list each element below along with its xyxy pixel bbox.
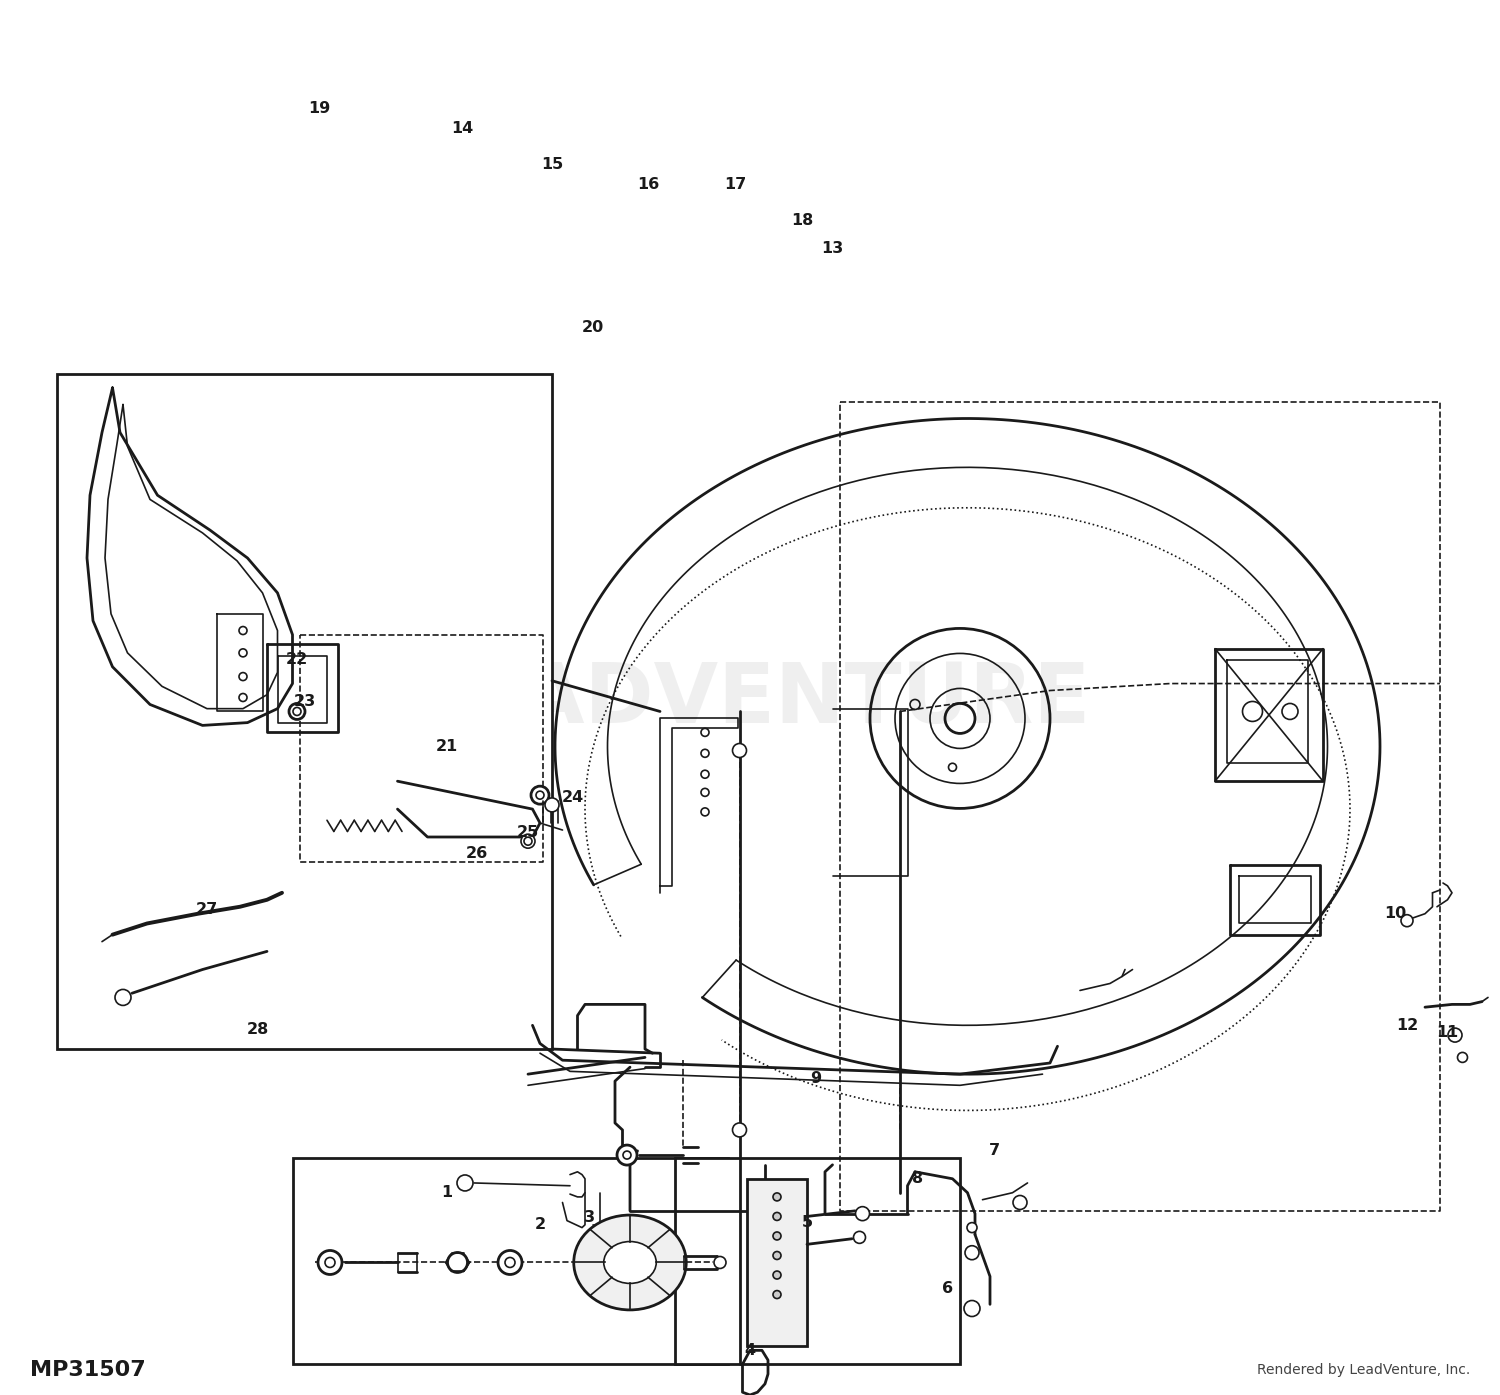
Text: 27: 27 — [196, 903, 217, 917]
Circle shape — [1448, 1028, 1462, 1042]
Circle shape — [732, 744, 747, 757]
Circle shape — [772, 1232, 782, 1240]
Text: 19: 19 — [309, 102, 330, 116]
Circle shape — [772, 1251, 782, 1260]
Text: 17: 17 — [724, 177, 746, 191]
Circle shape — [772, 1193, 782, 1201]
Circle shape — [447, 1253, 468, 1272]
Text: 15: 15 — [542, 158, 562, 172]
Text: 4: 4 — [744, 1343, 756, 1357]
Text: MP31507: MP31507 — [30, 1360, 146, 1380]
Text: Rendered by LeadVenture, Inc.: Rendered by LeadVenture, Inc. — [1257, 1363, 1470, 1377]
Circle shape — [458, 1175, 472, 1191]
Circle shape — [116, 989, 130, 1006]
Text: 6: 6 — [942, 1282, 954, 1296]
Circle shape — [1458, 1052, 1467, 1063]
Text: 2: 2 — [534, 1218, 546, 1232]
Text: 18: 18 — [792, 213, 813, 227]
Circle shape — [714, 1257, 726, 1268]
Text: 10: 10 — [1384, 907, 1406, 921]
Circle shape — [290, 703, 304, 720]
Text: 13: 13 — [822, 241, 843, 255]
Bar — [747, 1179, 807, 1346]
Ellipse shape — [603, 1242, 657, 1283]
Bar — [292, 1158, 728, 1364]
Text: 22: 22 — [286, 653, 308, 667]
Circle shape — [855, 1207, 870, 1221]
Bar — [57, 374, 552, 1049]
Circle shape — [772, 1271, 782, 1279]
Circle shape — [964, 1246, 980, 1260]
Text: 8: 8 — [912, 1172, 924, 1186]
Text: 14: 14 — [452, 121, 472, 135]
Text: 20: 20 — [582, 321, 603, 335]
Text: 21: 21 — [436, 739, 457, 753]
Circle shape — [520, 834, 536, 848]
Text: 11: 11 — [1437, 1025, 1458, 1039]
Circle shape — [964, 1300, 980, 1317]
Circle shape — [616, 1145, 638, 1165]
Circle shape — [544, 798, 560, 812]
Circle shape — [531, 787, 549, 804]
Circle shape — [772, 1290, 782, 1299]
Circle shape — [498, 1250, 522, 1275]
Bar — [675, 1158, 960, 1364]
Circle shape — [772, 1212, 782, 1221]
Text: 28: 28 — [248, 1023, 268, 1036]
Text: 26: 26 — [466, 847, 488, 861]
Text: 24: 24 — [562, 791, 584, 805]
Text: 12: 12 — [1396, 1018, 1417, 1032]
Text: 7: 7 — [988, 1144, 1000, 1158]
Circle shape — [853, 1232, 865, 1243]
Text: 5: 5 — [801, 1215, 813, 1229]
Text: 23: 23 — [294, 695, 315, 709]
Text: 1: 1 — [441, 1186, 453, 1200]
Text: 16: 16 — [638, 177, 658, 191]
Text: 25: 25 — [518, 826, 538, 840]
Circle shape — [732, 1123, 747, 1137]
Circle shape — [1013, 1196, 1028, 1209]
Text: 9: 9 — [810, 1071, 822, 1085]
Ellipse shape — [573, 1215, 686, 1310]
Circle shape — [318, 1250, 342, 1275]
Text: 3: 3 — [584, 1211, 596, 1225]
Text: LEADVENTURE: LEADVENTURE — [410, 660, 1090, 741]
Circle shape — [968, 1222, 976, 1233]
Circle shape — [1401, 915, 1413, 926]
